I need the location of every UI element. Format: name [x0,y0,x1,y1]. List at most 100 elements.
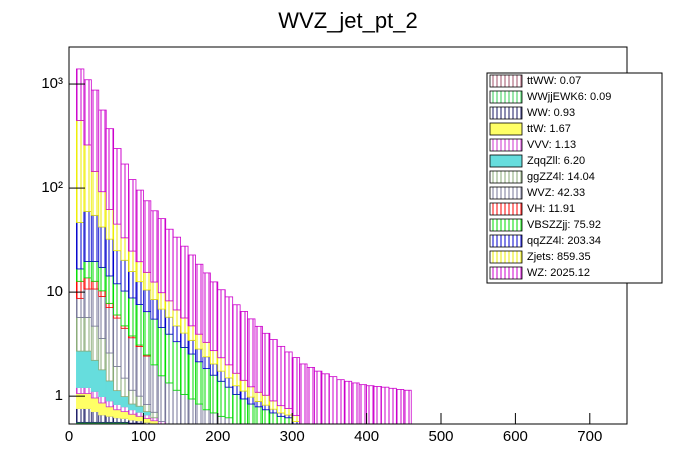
bar-segment [284,351,293,409]
bar-segment [128,419,137,424]
bar-segment [247,396,256,405]
bar-segment [105,352,115,382]
bar-segment [76,280,85,299]
bar-segment [373,386,382,424]
bar-segment [306,366,315,424]
bar-segment [76,408,85,423]
bar-segment [76,387,85,394]
bar-segment [135,405,144,413]
bar-segment [269,408,278,414]
bar-segment [120,259,129,292]
y-tick-label: 10 [46,283,63,300]
bar-segment [157,308,167,328]
bar-segment [142,311,152,356]
bar-segment [262,404,271,411]
legend-label: WWjjEWK6: 0.09 [527,91,611,103]
bar-segment [239,398,248,424]
bar-segment [284,417,293,424]
bar-segment [209,412,219,424]
legend-swatch [489,202,523,216]
bar-segment [358,384,368,424]
bar-segment [120,327,129,379]
bar-segment [105,307,115,354]
bar-segment [321,373,330,424]
bar-segment [83,288,92,318]
bar-segment [98,396,107,404]
bar-segment [150,364,159,413]
bar-segment [172,341,182,391]
bar-segment [90,288,100,327]
bar-segment [90,280,100,290]
bar-segment [195,263,204,335]
bar-segment [128,413,137,421]
bar-segment [157,327,167,377]
bar-segment [232,372,241,387]
bar-segment [157,375,167,422]
bar-segment [366,385,375,424]
bar-segment [165,300,174,318]
bar-segment [76,268,85,282]
bar-segment [202,409,211,424]
bar-segment [113,250,122,285]
bar-segment [113,314,122,319]
bar-segment [83,408,92,423]
legend-swatch [489,138,523,152]
bar-segment [202,356,211,370]
bar-segment [142,411,152,416]
bar-segment [224,377,234,388]
bar-segment [142,418,152,423]
bar-segment [202,341,211,358]
bar-segment [395,389,405,424]
y-tick-label: 1 [55,387,63,404]
bar-segment [90,261,100,282]
bar-segment [90,359,100,392]
bar-segment [232,304,241,374]
bar-segment [262,332,271,396]
bar-segment [217,370,226,382]
bar-segment [232,385,241,395]
bar-segment [224,417,234,424]
bar-segment [217,380,226,417]
bar-segment [105,238,115,277]
bar-segment [90,325,100,361]
plot-area [76,68,412,424]
bar-segment [187,339,196,355]
bar-segment [105,128,115,210]
bar-segment [113,148,122,225]
bar-segment [269,400,278,410]
legend: ttWW: 0.07 WWjjEWK6: 0.09 WW: 0.93 ttW: 1.6… [486,72,663,284]
bar-segment [83,144,92,212]
bar-segment [269,339,278,402]
legend-swatch [489,234,523,248]
bar-segment [403,389,412,424]
bar-segment [76,68,85,121]
bar-segment [202,368,211,411]
bar-segment [83,387,92,394]
legend-swatch [489,122,523,136]
bar-segment [76,297,85,318]
bar-segment [142,355,152,405]
bar-segment [113,283,122,316]
bar-segment [83,350,92,388]
bar-segment [128,403,137,411]
bar-segment [343,380,353,424]
bar-segment [299,363,308,424]
bar-segment [105,302,115,308]
bar-segment [135,415,144,422]
bar-segment [180,347,189,395]
x-tick-label: 700 [577,428,602,445]
x-tick-label: 300 [280,428,305,445]
bar-segment [113,417,122,423]
bar-segment [187,254,196,327]
bar-segment [83,79,92,146]
bar-segment [76,120,85,223]
bar-segment [209,374,219,414]
legend-swatch [489,170,523,184]
bar-segment [269,412,278,424]
bar-segment [135,304,144,346]
legend-label: ttW: 1.67 [527,123,571,135]
bar-segment [90,89,100,172]
legend-label: ggZZ4l: 14.04 [527,171,595,183]
bar-segment [150,281,159,300]
bar-segment [284,408,293,416]
